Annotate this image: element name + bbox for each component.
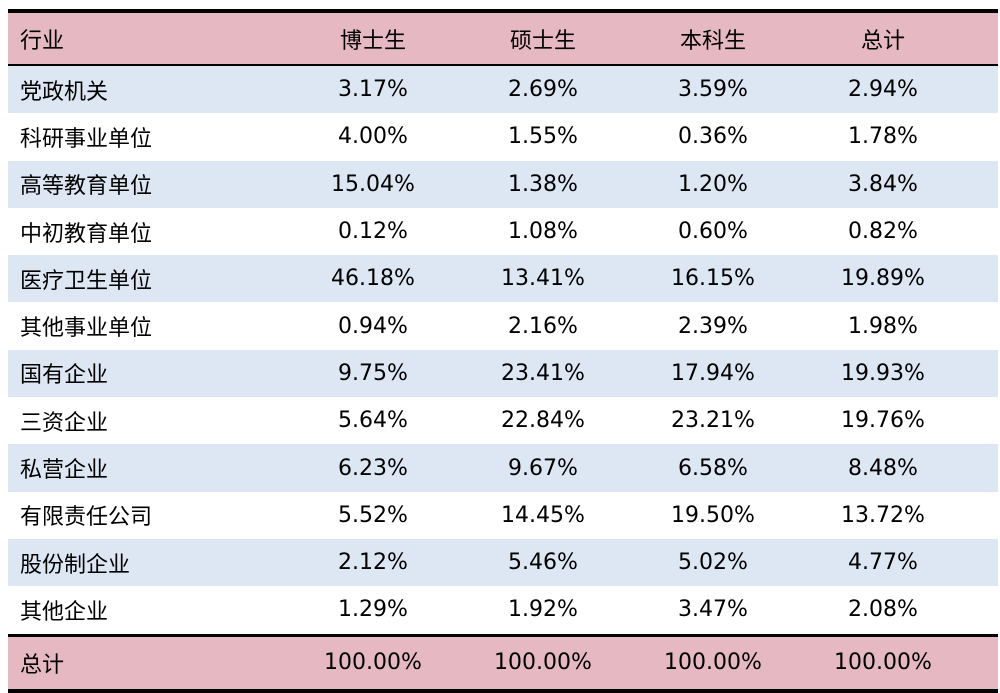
row-phd: 1.29% bbox=[338, 597, 408, 623]
row-master: 2.69% bbox=[508, 77, 578, 103]
row-master: 13.41% bbox=[501, 266, 585, 292]
header-total: 总计 bbox=[860, 28, 905, 54]
row-total: 1.78% bbox=[848, 124, 918, 150]
row-industry: 私营企业 bbox=[20, 458, 109, 484]
row-master: 1.92% bbox=[508, 597, 578, 623]
table-row: 其他企业 1.29% 1.92% 3.47% 2.08% bbox=[8, 586, 998, 634]
row-master: 1.08% bbox=[508, 219, 578, 245]
table-header-row: 行业 博士生 硕士生 本科生 总计 bbox=[8, 13, 998, 66]
table-row: 医疗卫生单位 46.18% 13.41% 16.15% 19.89% bbox=[8, 255, 998, 303]
row-bachelor: 5.02% bbox=[678, 550, 748, 576]
row-phd: 9.75% bbox=[338, 360, 408, 386]
row-bachelor: 16.15% bbox=[671, 266, 755, 292]
row-bachelor: 3.59% bbox=[678, 77, 748, 103]
row-bachelor: 23.21% bbox=[671, 408, 755, 434]
row-master: 9.67% bbox=[508, 455, 578, 481]
header-bachelor: 本科生 bbox=[679, 28, 746, 54]
row-master: 14.45% bbox=[501, 502, 585, 528]
total-all: 100.00% bbox=[834, 650, 932, 676]
row-bachelor: 19.50% bbox=[671, 502, 755, 528]
table-row: 国有企业 9.75% 23.41% 17.94% 19.93% bbox=[8, 349, 998, 398]
table-row: 中初教育单位 0.12% 1.08% 0.60% 0.82% bbox=[8, 207, 998, 256]
row-phd: 2.12% bbox=[338, 550, 408, 576]
total-bachelor: 100.00% bbox=[664, 650, 762, 676]
table-row: 私营企业 6.23% 9.67% 6.58% 8.48% bbox=[8, 444, 998, 492]
row-phd: 15.04% bbox=[331, 171, 415, 197]
row-industry: 医疗卫生单位 bbox=[20, 268, 153, 294]
row-industry: 股份制企业 bbox=[20, 552, 131, 578]
row-phd: 46.18% bbox=[331, 266, 415, 292]
row-industry: 中初教育单位 bbox=[20, 221, 153, 247]
row-master: 2.16% bbox=[508, 313, 578, 339]
row-phd: 4.00% bbox=[338, 124, 408, 150]
header-master: 硕士生 bbox=[509, 28, 576, 54]
row-industry: 三资企业 bbox=[20, 410, 109, 436]
row-phd: 0.94% bbox=[338, 313, 408, 339]
table-row: 三资企业 5.64% 22.84% 23.21% 19.76% bbox=[8, 397, 998, 445]
row-bachelor: 2.39% bbox=[678, 313, 748, 339]
row-industry: 其他事业单位 bbox=[20, 316, 153, 342]
row-total: 4.77% bbox=[848, 550, 918, 576]
row-total: 13.72% bbox=[841, 502, 925, 528]
row-master: 23.41% bbox=[501, 360, 585, 386]
row-industry: 有限责任公司 bbox=[20, 505, 153, 531]
row-bachelor: 17.94% bbox=[671, 360, 755, 386]
industry-distribution-table: 行业 博士生 硕士生 本科生 总计 党政机关 3.17% 2.69% 3.59% 2.9… bbox=[8, 9, 998, 693]
row-total: 0.82% bbox=[848, 219, 918, 245]
row-master: 1.55% bbox=[508, 124, 578, 150]
row-total: 19.76% bbox=[841, 408, 925, 434]
row-phd: 3.17% bbox=[338, 77, 408, 103]
row-total: 1.98% bbox=[848, 313, 918, 339]
table-row: 其他事业单位 0.94% 2.16% 2.39% 1.98% bbox=[8, 302, 998, 350]
row-industry: 高等教育单位 bbox=[20, 174, 153, 200]
row-phd: 6.23% bbox=[338, 455, 408, 481]
table-body: 党政机关 3.17% 2.69% 3.59% 2.94% 科研事业单位 4.00% 1.55%… bbox=[8, 66, 998, 634]
row-industry: 国有企业 bbox=[20, 363, 109, 389]
row-master: 1.38% bbox=[508, 171, 578, 197]
row-bachelor: 1.20% bbox=[678, 171, 748, 197]
row-total: 8.48% bbox=[848, 455, 918, 481]
total-master: 100.00% bbox=[494, 650, 592, 676]
table-row: 有限责任公司 5.52% 14.45% 19.50% 13.72% bbox=[8, 491, 998, 539]
table-total-row: 总计 100.00% 100.00% 100.00% 100.00% bbox=[8, 633, 998, 693]
row-master: 5.46% bbox=[508, 550, 578, 576]
row-industry: 科研事业单位 bbox=[20, 126, 153, 152]
row-total: 3.84% bbox=[848, 171, 918, 197]
total-label: 总计 bbox=[20, 652, 65, 678]
row-bachelor: 3.47% bbox=[678, 597, 748, 623]
row-industry: 其他企业 bbox=[20, 599, 109, 625]
row-phd: 5.52% bbox=[338, 502, 408, 528]
row-phd: 0.12% bbox=[338, 219, 408, 245]
table-row: 高等教育单位 15.04% 1.38% 1.20% 3.84% bbox=[8, 160, 998, 208]
row-phd: 5.64% bbox=[338, 408, 408, 434]
row-total: 2.94% bbox=[848, 77, 918, 103]
row-bachelor: 6.58% bbox=[678, 455, 748, 481]
row-total: 19.89% bbox=[841, 266, 925, 292]
header-industry: 行业 bbox=[20, 28, 65, 54]
table-row: 科研事业单位 4.00% 1.55% 0.36% 1.78% bbox=[8, 113, 998, 161]
row-total: 19.93% bbox=[841, 360, 925, 386]
table-row: 党政机关 3.17% 2.69% 3.59% 2.94% bbox=[8, 66, 998, 114]
header-phd: 博士生 bbox=[339, 28, 406, 54]
row-master: 22.84% bbox=[501, 408, 585, 434]
total-phd: 100.00% bbox=[324, 650, 422, 676]
table-row: 股份制企业 2.12% 5.46% 5.02% 4.77% bbox=[8, 538, 998, 587]
row-industry: 党政机关 bbox=[20, 79, 109, 105]
row-bachelor: 0.60% bbox=[678, 219, 748, 245]
row-total: 2.08% bbox=[848, 597, 918, 623]
row-bachelor: 0.36% bbox=[678, 124, 748, 150]
